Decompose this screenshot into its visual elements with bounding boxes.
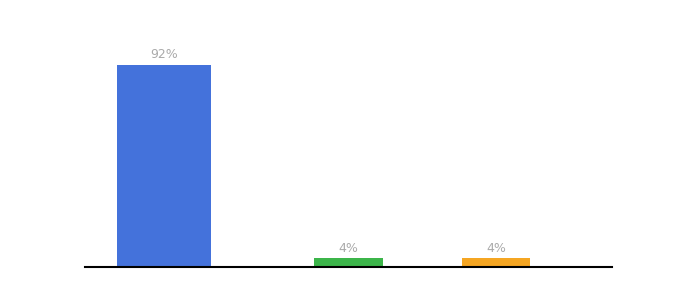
Bar bbox=[117, 64, 211, 267]
Bar bbox=[314, 258, 383, 267]
Bar bbox=[462, 258, 530, 267]
Text: 4%: 4% bbox=[486, 242, 506, 255]
Text: 4%: 4% bbox=[339, 242, 358, 255]
Text: 92%: 92% bbox=[150, 48, 178, 61]
